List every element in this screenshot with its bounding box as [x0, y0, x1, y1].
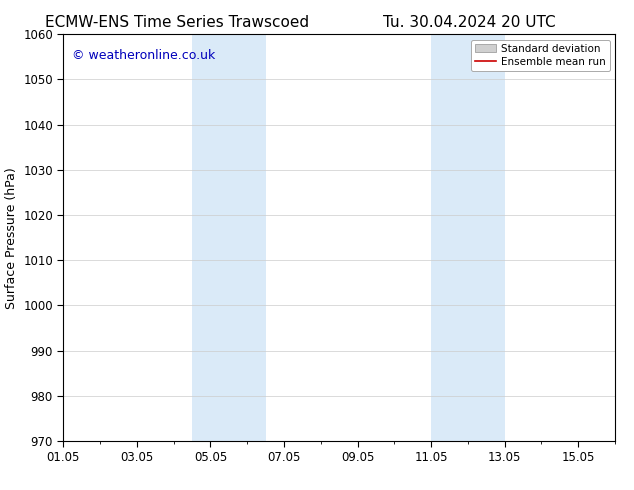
Text: ECMW-ENS Time Series Trawscoed: ECMW-ENS Time Series Trawscoed — [46, 15, 309, 30]
Y-axis label: Surface Pressure (hPa): Surface Pressure (hPa) — [4, 167, 18, 309]
Bar — [192, 34, 266, 441]
Text: Tu. 30.04.2024 20 UTC: Tu. 30.04.2024 20 UTC — [383, 15, 555, 30]
Text: © weatheronline.co.uk: © weatheronline.co.uk — [72, 49, 215, 62]
Legend: Standard deviation, Ensemble mean run: Standard deviation, Ensemble mean run — [470, 40, 610, 71]
Bar — [431, 34, 505, 441]
